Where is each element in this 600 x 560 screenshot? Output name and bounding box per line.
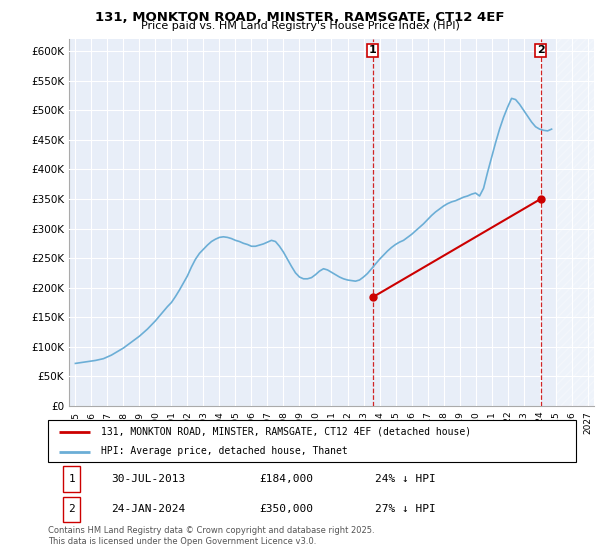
- Text: HPI: Average price, detached house, Thanet: HPI: Average price, detached house, Than…: [101, 446, 347, 456]
- FancyBboxPatch shape: [64, 497, 80, 522]
- Text: 30-JUL-2013: 30-JUL-2013: [112, 474, 185, 484]
- Text: £350,000: £350,000: [259, 505, 313, 515]
- Text: Price paid vs. HM Land Registry's House Price Index (HPI): Price paid vs. HM Land Registry's House …: [140, 21, 460, 31]
- Text: 24% ↓ HPI: 24% ↓ HPI: [376, 474, 436, 484]
- FancyBboxPatch shape: [64, 466, 80, 492]
- Point: [368, 293, 377, 302]
- Text: 2: 2: [68, 505, 75, 515]
- FancyBboxPatch shape: [48, 420, 576, 462]
- Text: 27% ↓ HPI: 27% ↓ HPI: [376, 505, 436, 515]
- Text: Contains HM Land Registry data © Crown copyright and database right 2025.
This d: Contains HM Land Registry data © Crown c…: [48, 526, 374, 546]
- Text: 2: 2: [537, 45, 545, 55]
- Bar: [556, 39, 594, 406]
- Text: 131, MONKTON ROAD, MINSTER, RAMSGATE, CT12 4EF (detached house): 131, MONKTON ROAD, MINSTER, RAMSGATE, CT…: [101, 427, 471, 437]
- Point: [536, 194, 545, 203]
- Text: 1: 1: [369, 45, 377, 55]
- Text: 24-JAN-2024: 24-JAN-2024: [112, 505, 185, 515]
- Text: £184,000: £184,000: [259, 474, 313, 484]
- Text: 131, MONKTON ROAD, MINSTER, RAMSGATE, CT12 4EF: 131, MONKTON ROAD, MINSTER, RAMSGATE, CT…: [95, 11, 505, 24]
- Text: 1: 1: [68, 474, 75, 484]
